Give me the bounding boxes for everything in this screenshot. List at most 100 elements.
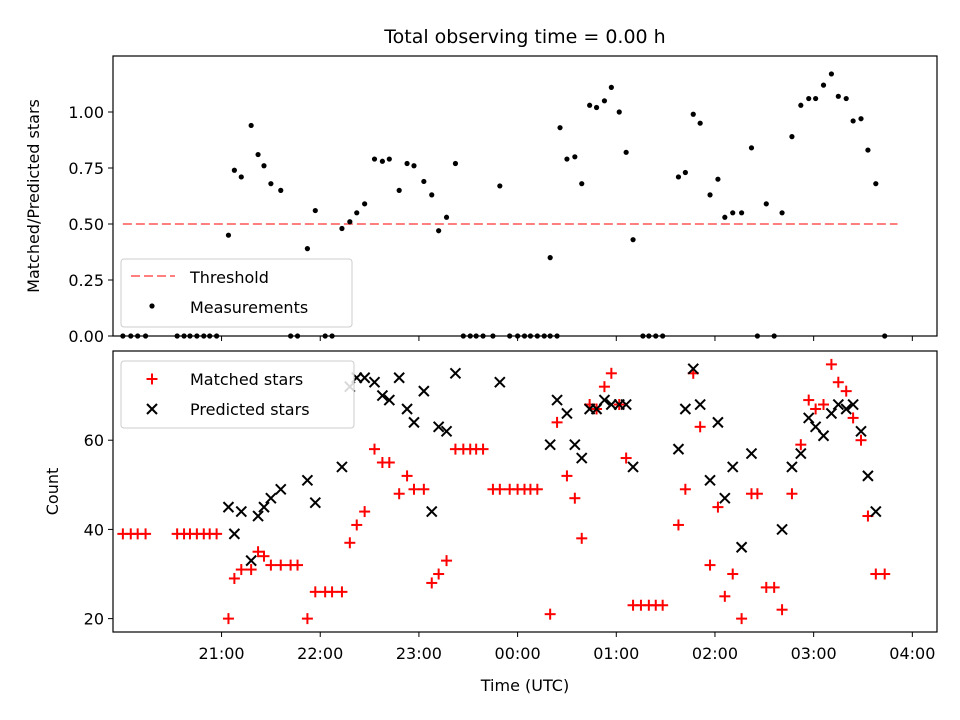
matched-star-point bbox=[245, 564, 257, 576]
measurement-point bbox=[411, 163, 417, 169]
matched-star-point bbox=[441, 555, 453, 567]
predicted-star-point bbox=[432, 421, 445, 433]
predicted-star-point bbox=[598, 394, 611, 406]
matched-star-point bbox=[795, 439, 807, 451]
matched-star-point bbox=[140, 528, 152, 540]
x-axis-label: Time (UTC) bbox=[480, 676, 569, 695]
measurement-point bbox=[763, 201, 769, 207]
measurement-point bbox=[429, 192, 435, 198]
measurement-point bbox=[248, 122, 254, 129]
predicted-star-point bbox=[727, 461, 739, 473]
predicted-star-point bbox=[235, 505, 247, 518]
matched-star-point bbox=[228, 572, 240, 584]
top-plot-marks bbox=[120, 71, 898, 339]
predicted-star-point bbox=[265, 492, 277, 504]
measurement-point bbox=[715, 176, 721, 182]
predicted-star-point bbox=[704, 474, 716, 487]
predicted-star-point bbox=[825, 407, 838, 420]
legend-matched-swatch bbox=[146, 373, 158, 385]
measurement-point bbox=[682, 169, 688, 176]
matched-star-point bbox=[544, 608, 556, 620]
matched-star-point bbox=[393, 488, 405, 500]
matched-star-point bbox=[605, 367, 617, 379]
matched-star-point bbox=[301, 613, 313, 625]
measurement-point bbox=[379, 158, 386, 164]
measurement-point bbox=[630, 237, 636, 243]
measurement-point bbox=[690, 111, 696, 117]
matched-star-point bbox=[847, 412, 859, 424]
matched-star-point bbox=[551, 416, 563, 428]
predicted-star-point bbox=[712, 416, 724, 429]
predicted-star-point bbox=[383, 394, 396, 406]
measurement-point bbox=[813, 95, 819, 102]
predicted-star-point bbox=[401, 403, 413, 415]
top-y-tick-label: 0.50 bbox=[68, 215, 104, 234]
matched-star-point bbox=[879, 568, 891, 580]
predicted-star-point bbox=[569, 438, 581, 451]
top-y-tick-label: 0.25 bbox=[68, 271, 104, 290]
measurement-point bbox=[304, 246, 311, 252]
matched-star-point bbox=[418, 483, 430, 495]
matched-star-point bbox=[672, 519, 684, 531]
matched-star-point bbox=[727, 568, 739, 580]
matched-star-point bbox=[786, 488, 798, 500]
measurement-point bbox=[820, 82, 827, 88]
matched-star-point bbox=[433, 568, 445, 580]
measurement-point bbox=[835, 93, 841, 99]
x-tick-label: 04:00 bbox=[889, 644, 935, 663]
matched-star-point bbox=[825, 358, 837, 370]
legend-matched-label: Matched stars bbox=[190, 370, 303, 389]
predicted-star-point bbox=[620, 398, 632, 411]
measurement-point bbox=[739, 210, 745, 216]
predicted-star-point bbox=[847, 398, 859, 411]
predicted-star-point bbox=[376, 389, 389, 402]
matched-star-point bbox=[383, 457, 395, 469]
top-axis-ticks: 0.00 0.25 0.50 0.75 1.00 bbox=[68, 103, 913, 346]
matched-star-point bbox=[736, 613, 748, 625]
predicted-star-point bbox=[870, 505, 882, 518]
matched-star-point bbox=[359, 506, 371, 518]
measurement-point bbox=[354, 210, 360, 216]
matched-star-point bbox=[657, 599, 669, 611]
measurement-point bbox=[865, 147, 871, 153]
matched-star-point bbox=[309, 586, 321, 598]
predicted-star-point bbox=[809, 421, 822, 433]
measurement-point bbox=[225, 232, 232, 238]
measurement-point bbox=[593, 104, 600, 111]
matched-star-point bbox=[840, 385, 852, 397]
predicted-star-point bbox=[590, 403, 603, 415]
matched-star-point bbox=[494, 483, 506, 495]
measurement-point bbox=[579, 181, 585, 187]
measurement-point bbox=[421, 178, 427, 185]
matched-star-point bbox=[694, 421, 706, 433]
bottom-y-axis-label: Count bbox=[43, 468, 62, 516]
measurement-point bbox=[722, 214, 728, 220]
top-y-axis-label: Matched/Predicted stars bbox=[24, 99, 43, 293]
matched-star-point bbox=[751, 488, 763, 500]
measurement-point bbox=[697, 120, 703, 126]
predicted-star-point bbox=[368, 376, 381, 388]
top-y-tick-label: 0.00 bbox=[68, 327, 104, 346]
measurement-point bbox=[748, 145, 755, 151]
measurement-point bbox=[347, 219, 353, 225]
x-tick-label: 01:00 bbox=[593, 644, 639, 663]
bottom-y-tick-label: 60 bbox=[84, 431, 104, 450]
predicted-star-point bbox=[393, 372, 405, 384]
measurement-point bbox=[707, 192, 713, 198]
measurement-point bbox=[616, 109, 622, 115]
bottom-axis-ticks: 20 40 60 21:00 22:00 23:00 00:00 01:00 02:00 03:0… bbox=[84, 431, 936, 663]
predicted-star-point bbox=[544, 438, 556, 451]
matched-star-point bbox=[569, 492, 581, 504]
predicted-star-point bbox=[551, 394, 563, 406]
predicted-star-point bbox=[275, 483, 287, 495]
matched-star-point bbox=[252, 546, 264, 558]
predicted-star-point bbox=[258, 501, 270, 513]
predicted-star-point bbox=[795, 447, 807, 460]
predicted-star-point bbox=[449, 367, 462, 380]
bottom-legend: Matched stars Predicted stars bbox=[120, 360, 355, 429]
matched-star-point bbox=[477, 443, 489, 455]
top-y-tick-label: 1.00 bbox=[68, 103, 104, 122]
measurement-point bbox=[850, 118, 856, 124]
matched-star-point bbox=[818, 399, 830, 411]
measurement-point bbox=[261, 163, 267, 169]
